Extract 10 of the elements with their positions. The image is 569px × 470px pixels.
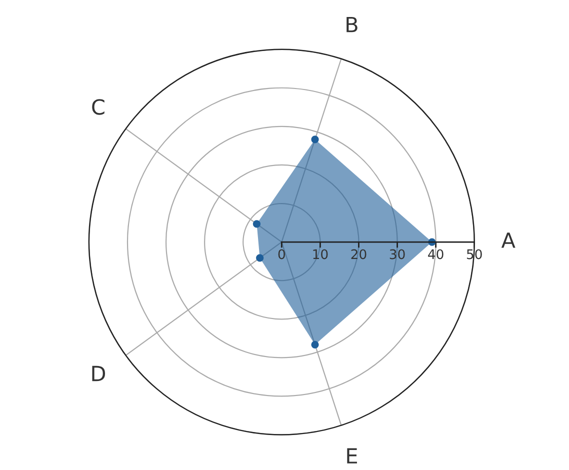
y-tick-label: 40 bbox=[428, 249, 444, 260]
spoke-label: C bbox=[92, 99, 104, 115]
spoke-label: E bbox=[347, 448, 357, 464]
spoke-label: D bbox=[92, 366, 106, 382]
y-tick-label: 10 bbox=[313, 249, 328, 260]
y-tick-label: 30 bbox=[390, 249, 405, 260]
y-tick-label: 20 bbox=[351, 249, 366, 260]
spoke-label: A bbox=[501, 232, 516, 248]
y-tick-label: 0 bbox=[278, 249, 285, 260]
spoke-label: B bbox=[346, 16, 358, 32]
